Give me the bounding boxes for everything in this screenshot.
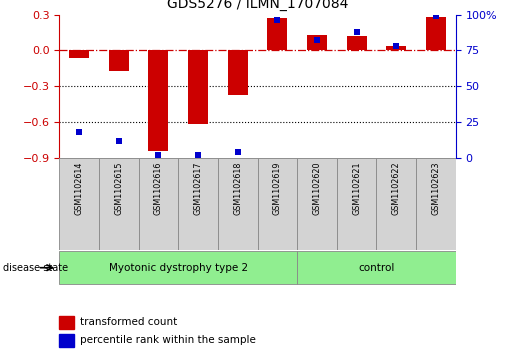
FancyBboxPatch shape	[376, 158, 416, 250]
Point	[273, 17, 281, 23]
Point	[313, 37, 321, 43]
Text: transformed count: transformed count	[80, 317, 177, 327]
FancyBboxPatch shape	[178, 158, 218, 250]
Text: GSM1102618: GSM1102618	[233, 162, 242, 215]
Point	[352, 29, 360, 34]
Point	[114, 138, 123, 144]
Bar	[347, 36, 367, 50]
Bar	[109, 50, 129, 71]
FancyBboxPatch shape	[139, 158, 178, 250]
Text: GSM1102620: GSM1102620	[313, 162, 321, 215]
Text: Myotonic dystrophy type 2: Myotonic dystrophy type 2	[109, 263, 248, 273]
Point	[75, 129, 83, 135]
Text: GSM1102623: GSM1102623	[432, 162, 440, 215]
Bar	[69, 50, 89, 57]
FancyBboxPatch shape	[218, 158, 258, 250]
Bar	[148, 50, 168, 151]
Bar	[307, 35, 327, 50]
Text: control: control	[358, 263, 394, 273]
Text: GSM1102619: GSM1102619	[273, 162, 282, 215]
Bar	[59, 334, 75, 347]
FancyBboxPatch shape	[337, 158, 376, 250]
Text: GSM1102617: GSM1102617	[194, 162, 202, 215]
Point	[392, 43, 401, 49]
Text: GSM1102615: GSM1102615	[114, 162, 123, 215]
FancyBboxPatch shape	[297, 251, 456, 284]
Point	[432, 13, 440, 19]
FancyBboxPatch shape	[99, 158, 139, 250]
FancyBboxPatch shape	[59, 158, 99, 250]
Bar	[59, 316, 75, 329]
FancyBboxPatch shape	[297, 158, 337, 250]
Text: GSM1102616: GSM1102616	[154, 162, 163, 215]
Bar	[188, 50, 208, 125]
Point	[234, 149, 242, 155]
FancyBboxPatch shape	[416, 158, 456, 250]
Point	[154, 152, 163, 158]
Point	[194, 152, 202, 158]
Title: GDS5276 / ILMN_1707084: GDS5276 / ILMN_1707084	[167, 0, 348, 11]
Text: percentile rank within the sample: percentile rank within the sample	[80, 335, 256, 346]
FancyBboxPatch shape	[258, 158, 297, 250]
Bar	[228, 50, 248, 95]
Bar	[426, 17, 446, 50]
Bar	[267, 18, 287, 50]
Text: GSM1102614: GSM1102614	[75, 162, 83, 215]
FancyBboxPatch shape	[59, 251, 297, 284]
Text: disease state: disease state	[3, 263, 67, 273]
Bar	[386, 46, 406, 50]
Text: GSM1102622: GSM1102622	[392, 162, 401, 215]
Text: GSM1102621: GSM1102621	[352, 162, 361, 215]
